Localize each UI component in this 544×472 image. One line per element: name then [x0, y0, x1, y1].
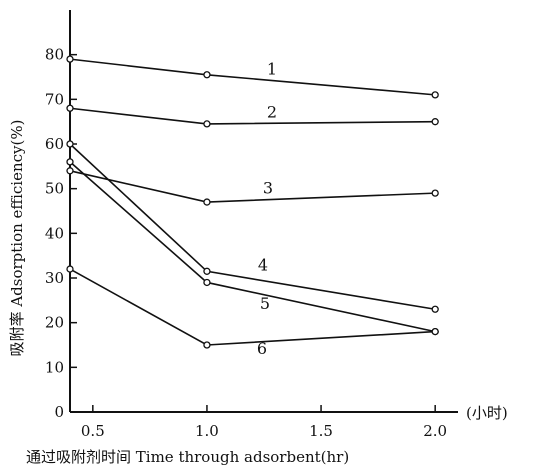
x-axis-label: 通过吸附剂时间 Time through adsorbent(hr)	[26, 448, 349, 466]
x-tick-label: 0.5	[81, 422, 105, 440]
series-1: 1	[66, 55, 439, 99]
y-tick-label: 70	[45, 90, 64, 108]
data-point	[203, 267, 211, 275]
y-tick-label: 80	[45, 46, 64, 64]
data-point	[66, 167, 74, 175]
series-5: 5	[66, 158, 439, 336]
data-point	[431, 189, 439, 197]
data-point	[203, 120, 211, 128]
series-line	[69, 161, 436, 333]
y-tick-label: 10	[45, 358, 64, 376]
x-tick-label: 2.0	[423, 422, 447, 440]
x-axis-unit-note: (小时)	[466, 404, 508, 422]
series-line	[69, 58, 436, 96]
data-point	[203, 278, 211, 287]
data-point	[431, 327, 439, 336]
series-label: 2	[267, 102, 277, 121]
data-point	[203, 341, 211, 349]
series-3: 3	[66, 167, 439, 206]
series-label: 1	[267, 59, 277, 78]
data-point	[66, 55, 74, 63]
data-point	[203, 71, 211, 79]
y-tick-label: 40	[45, 224, 64, 242]
series-6: 6	[66, 265, 439, 358]
data-point	[66, 158, 74, 166]
series-line	[69, 143, 436, 311]
y-tick-label: 30	[45, 269, 64, 287]
y-tick-label: 20	[45, 314, 64, 332]
data-point	[431, 305, 439, 313]
y-ticks: 0 10 20 30 40 50 60 70 80	[45, 46, 77, 421]
x-ticks: 0.5 1.0 1.5 2.0	[81, 405, 447, 440]
data-point	[203, 198, 211, 206]
series-label: 6	[257, 339, 267, 358]
series-2: 2	[66, 102, 439, 128]
series-line	[69, 170, 436, 203]
data-point	[66, 265, 74, 273]
y-axis-label: 吸附率 Adsorption efficiency(%)	[8, 120, 26, 357]
series-4: 4	[66, 140, 439, 313]
series-group: 1 2 3 4 5 6	[66, 55, 439, 358]
series-line	[69, 107, 436, 125]
series-label: 3	[263, 179, 273, 198]
data-point	[431, 118, 439, 126]
series-label: 5	[260, 294, 270, 313]
data-point	[66, 104, 74, 112]
data-point	[431, 91, 439, 99]
x-tick-label: 1.5	[309, 422, 333, 440]
y-tick-label: 60	[45, 135, 64, 153]
series-label: 4	[258, 256, 268, 275]
x-tick-label: 1.0	[195, 422, 219, 440]
series-line	[69, 268, 436, 346]
y-tick-label: 50	[45, 180, 64, 198]
y-tick-label: 0	[54, 403, 64, 421]
data-point	[66, 140, 74, 148]
axes	[69, 10, 458, 413]
